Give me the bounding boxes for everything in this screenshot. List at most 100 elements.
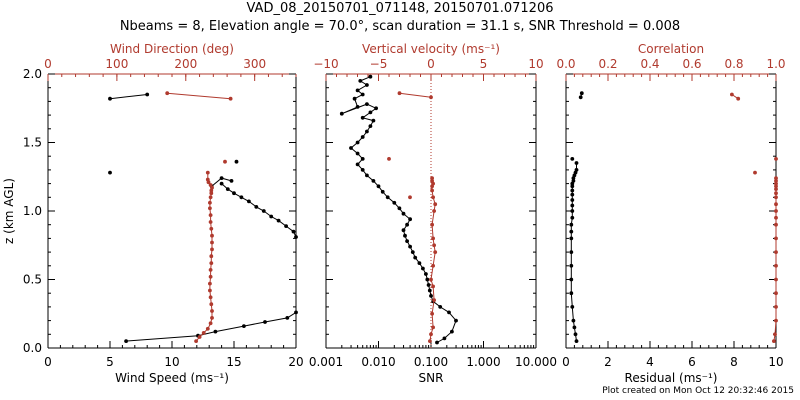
x-tick-label: 15 <box>226 355 241 369</box>
black-profile-line <box>341 76 457 343</box>
black-profile-point <box>261 209 266 213</box>
red-profile-point <box>209 191 214 196</box>
y-tick-label: 0.0 <box>23 341 42 355</box>
red-profile-point <box>774 179 778 183</box>
red-profile-line <box>167 92 231 100</box>
red-profile-point <box>774 191 778 196</box>
red-profile-point <box>432 209 436 213</box>
x-axis-label: Residual (ms⁻¹) <box>625 371 718 385</box>
red-profile-point <box>197 335 202 339</box>
red-profile-point <box>430 188 434 193</box>
x-tick-label: 0 <box>562 355 570 369</box>
black-profile-point <box>570 188 575 193</box>
red-profile-point <box>208 220 213 224</box>
black-profile-point <box>569 250 574 255</box>
red-profile-point <box>387 157 391 161</box>
red-profile-point <box>205 177 210 182</box>
black-profile-point <box>574 161 579 165</box>
red-profile-point <box>208 195 213 200</box>
black-profile-point <box>427 288 432 293</box>
black-profile-point <box>570 184 575 189</box>
red-profile-line <box>399 92 432 98</box>
x-tick-label: 20 <box>288 355 303 369</box>
black-profile-point <box>569 222 574 227</box>
black-profile-point <box>374 106 378 111</box>
top-tick-label: 0.8 <box>724 57 743 71</box>
red-profile-point <box>208 206 212 211</box>
red-profile-point <box>772 339 776 343</box>
top-axis-label: Correlation <box>638 42 704 56</box>
black-profile-point <box>447 310 451 315</box>
black-profile-point <box>417 261 422 265</box>
red-profile-point <box>208 281 212 286</box>
red-profile-point <box>430 311 434 316</box>
black-profile-point <box>247 199 251 204</box>
black-profile-point <box>263 320 267 324</box>
black-profile-point <box>405 222 409 227</box>
y-tick-label: 0.5 <box>23 273 42 287</box>
red-profile-point <box>428 339 432 343</box>
black-profile-line <box>109 94 148 100</box>
black-profile-point <box>219 181 224 186</box>
red-profile-point <box>408 195 412 200</box>
top-tick-label: −5 <box>370 57 388 71</box>
red-profile-point <box>228 96 233 101</box>
black-profile-point <box>403 233 407 238</box>
red-profile-point <box>429 332 433 337</box>
black-profile-point <box>254 205 259 209</box>
x-tick-label: 4 <box>646 355 654 369</box>
plot-subtitle: Nbeams = 8, Elevation angle = 70.0°, sca… <box>119 19 681 34</box>
black-profile-point <box>285 316 290 320</box>
plot-footer: Plot created on Mon Oct 12 20:32:46 2015 <box>602 386 794 396</box>
red-profile-point <box>774 263 778 268</box>
black-profile-point <box>355 151 360 156</box>
black-profile-point <box>570 157 575 161</box>
red-profile-point <box>774 277 778 282</box>
red-profile-point <box>210 247 214 252</box>
black-profile-point <box>570 209 575 213</box>
black-profile-point <box>401 228 406 233</box>
black-profile-point <box>438 305 443 309</box>
black-profile-point <box>405 239 409 244</box>
black-profile-point <box>229 179 234 183</box>
black-profile-point <box>368 124 373 128</box>
red-profile-point <box>774 187 778 192</box>
red-profile-point <box>774 291 778 296</box>
black-profile-point <box>291 229 296 234</box>
x-tick-label: 5 <box>106 355 114 369</box>
red-profile-point <box>210 240 214 245</box>
black-profile-point <box>413 255 418 260</box>
red-profile-point <box>433 202 438 207</box>
black-profile-point <box>408 244 412 249</box>
red-profile-point <box>209 302 214 307</box>
black-profile-point <box>574 339 579 343</box>
black-profile-point <box>355 105 360 109</box>
x-tick-label: 2 <box>604 355 612 369</box>
black-profile-point <box>352 96 357 101</box>
black-profile-point <box>360 157 365 161</box>
red-profile-point <box>773 332 777 337</box>
black-profile-point <box>435 340 439 345</box>
top-tick-label: 1.0 <box>766 57 785 71</box>
red-profile-point <box>397 91 402 96</box>
black-profile-point <box>569 277 574 282</box>
x-axis-label: SNR <box>419 371 444 385</box>
black-profile-point <box>358 79 363 83</box>
black-profile-point <box>425 277 430 282</box>
x-tick-label: 10 <box>768 355 783 369</box>
red-profile-point <box>431 263 435 268</box>
red-profile-point <box>431 325 435 330</box>
black-profile-point <box>392 200 397 205</box>
black-profile-point <box>365 102 369 106</box>
red-profile-point <box>730 92 734 97</box>
black-profile-point <box>108 96 112 101</box>
black-profile-point <box>355 140 360 145</box>
black-profile-point <box>569 263 574 268</box>
black-profile-point <box>408 217 412 222</box>
black-profile-point <box>570 192 575 197</box>
top-tick-label: 0.4 <box>640 57 659 71</box>
black-profile-point <box>397 206 402 211</box>
black-profile-point <box>426 283 431 287</box>
red-profile-point <box>209 261 214 265</box>
red-profile-point <box>194 339 199 343</box>
